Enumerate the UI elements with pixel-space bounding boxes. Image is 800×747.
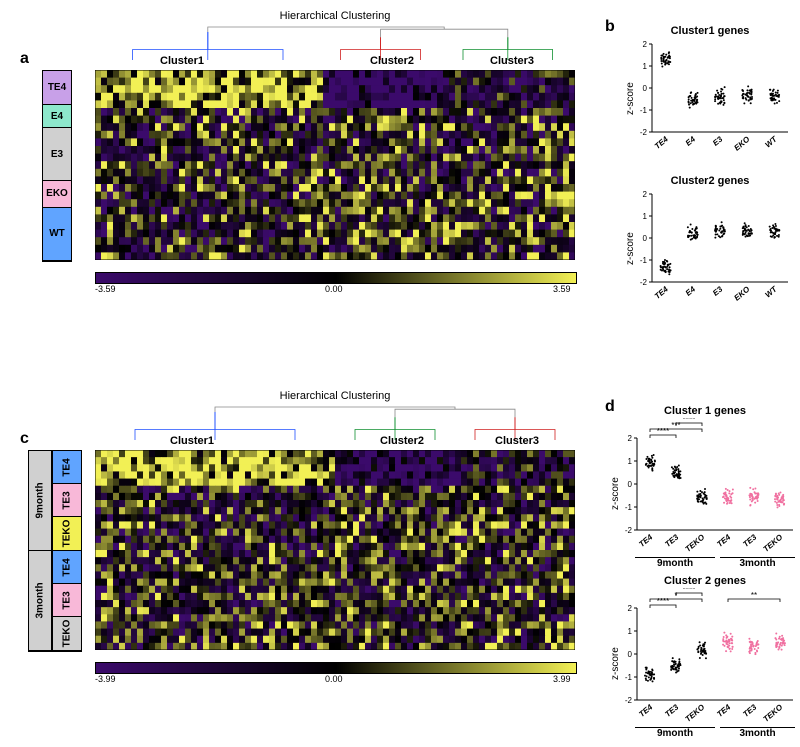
cluster3-label-a: Cluster3	[490, 55, 534, 67]
letter-a: a	[20, 50, 29, 68]
colorbar-a-mid: 0.00	[325, 284, 343, 294]
svg-text:TE4: TE4	[637, 532, 654, 549]
ylabel-b1: z-score	[625, 82, 636, 115]
colorbar-c-low: -3.99	[95, 674, 116, 684]
group-3month-d1: 3month	[720, 557, 795, 569]
letter-d: d	[605, 398, 615, 416]
svg-text:0: 0	[628, 650, 633, 659]
svg-text:TE4: TE4	[715, 532, 732, 549]
svg-text:E4: E4	[684, 134, 698, 148]
scatter-d2: -2-1012TE4TE3TEKOTE4TE3TEKO***********	[615, 588, 795, 728]
svg-text:2: 2	[628, 434, 633, 443]
svg-text:WT: WT	[763, 134, 779, 150]
svg-text:-2: -2	[625, 526, 633, 535]
row-group-teko: TEKO	[53, 517, 81, 551]
colorbar-a-low: -3.59	[95, 284, 116, 294]
colorbar-c-high: 3.99	[553, 674, 571, 684]
svg-text:****: ****	[657, 427, 669, 436]
row-group-te3: TE3	[53, 484, 81, 517]
cluster2-label-c: Cluster2	[380, 435, 424, 447]
figure-page: { "letters": { "a": "a", "b": "b", "c": …	[0, 0, 800, 747]
cluster2-genes-title-d: Cluster 2 genes	[615, 575, 795, 587]
group-9month-d2: 9month	[635, 727, 715, 739]
heatmap-c	[95, 450, 575, 650]
ylabel-b2: z-score	[625, 232, 636, 265]
row-group-wt: WT	[43, 208, 71, 261]
cluster1-label-a: Cluster1	[160, 55, 204, 67]
scatter-d1: -2-1012TE4TE3TEKOTE4TE3TEKO***********	[615, 418, 795, 558]
heatmap-a	[95, 70, 575, 260]
colorbar-c-mid: 0.00	[325, 674, 343, 684]
svg-text:TEKO: TEKO	[683, 532, 706, 554]
svg-text:E3: E3	[711, 284, 725, 298]
ylabel-d2: z-score	[610, 647, 621, 680]
svg-text:E4: E4	[684, 284, 698, 298]
svg-text:1: 1	[628, 457, 633, 466]
svg-text:-1: -1	[625, 503, 633, 512]
row-group-te4: TE4	[53, 451, 81, 484]
svg-text:0: 0	[643, 234, 648, 243]
svg-text:-1: -1	[640, 256, 648, 265]
cluster1-genes-title-d: Cluster 1 genes	[615, 405, 795, 417]
group-9month-d1: 9month	[635, 557, 715, 569]
svg-text:1: 1	[643, 62, 648, 71]
svg-text:2: 2	[643, 40, 648, 49]
colorbar-a	[95, 272, 577, 284]
svg-text:1: 1	[643, 212, 648, 221]
svg-text:TE4: TE4	[653, 284, 670, 301]
row-group-eko: EKO	[43, 181, 71, 208]
svg-text:E3: E3	[711, 134, 725, 148]
svg-text:-1: -1	[640, 106, 648, 115]
colorbar-c	[95, 662, 577, 674]
age-labels-c: 9month3month	[28, 450, 52, 652]
hc-title-a: Hierarchical Clustering	[95, 10, 575, 22]
group-3month-d2: 3month	[720, 727, 795, 739]
hc-title-c: Hierarchical Clustering	[95, 390, 575, 402]
ylabel-d1: z-score	[610, 477, 621, 510]
scatter-b1: -2 -1 0 1 2 TE4 E4 E3 EKO WT	[630, 40, 790, 160]
svg-text:2: 2	[628, 604, 633, 613]
cluster3-label-c: Cluster3	[495, 435, 539, 447]
cluster1-genes-title: Cluster1 genes	[630, 25, 790, 37]
svg-text:TEKO: TEKO	[761, 532, 784, 554]
row-labels-c: TE4TE3TEKOTE4TE3TEKO	[52, 450, 82, 652]
colorbar-a-high: 3.59	[553, 284, 571, 294]
row-labels-a: TE4E4E3EKOWT	[42, 70, 72, 262]
svg-text:-1: -1	[625, 673, 633, 682]
svg-text:EKO: EKO	[732, 134, 752, 153]
svg-text:2: 2	[643, 190, 648, 199]
row-group-te4: TE4	[43, 71, 71, 105]
svg-text:EKO: EKO	[732, 284, 752, 303]
row-group-te3: TE3	[53, 584, 81, 617]
svg-text:0: 0	[643, 84, 648, 93]
letter-b: b	[605, 18, 615, 36]
row-group-te4: TE4	[53, 551, 81, 584]
cluster2-genes-title: Cluster2 genes	[630, 175, 790, 187]
letter-c: c	[20, 430, 29, 448]
svg-text:WT: WT	[763, 284, 779, 300]
svg-text:-2: -2	[625, 696, 633, 705]
row-group-9month: 9month	[29, 451, 51, 551]
svg-text:1: 1	[628, 627, 633, 636]
row-group-teko: TEKO	[53, 617, 81, 651]
svg-text:0: 0	[628, 480, 633, 489]
cluster1-label-c: Cluster1	[170, 435, 214, 447]
svg-text:TE3: TE3	[663, 532, 680, 549]
svg-text:****: ****	[683, 418, 695, 424]
row-group-e4: E4	[43, 105, 71, 128]
scatter-b2: -2 -1 0 1 2 TE4 E4 E3 EKO WT	[630, 190, 790, 310]
svg-text:TE3: TE3	[741, 532, 758, 549]
row-group-3month: 3month	[29, 551, 51, 651]
svg-text:-2: -2	[640, 278, 648, 287]
row-group-e3: E3	[43, 128, 71, 181]
cluster2-label-a: Cluster2	[370, 55, 414, 67]
svg-text:TE4: TE4	[653, 134, 670, 151]
svg-text:-2: -2	[640, 128, 648, 137]
